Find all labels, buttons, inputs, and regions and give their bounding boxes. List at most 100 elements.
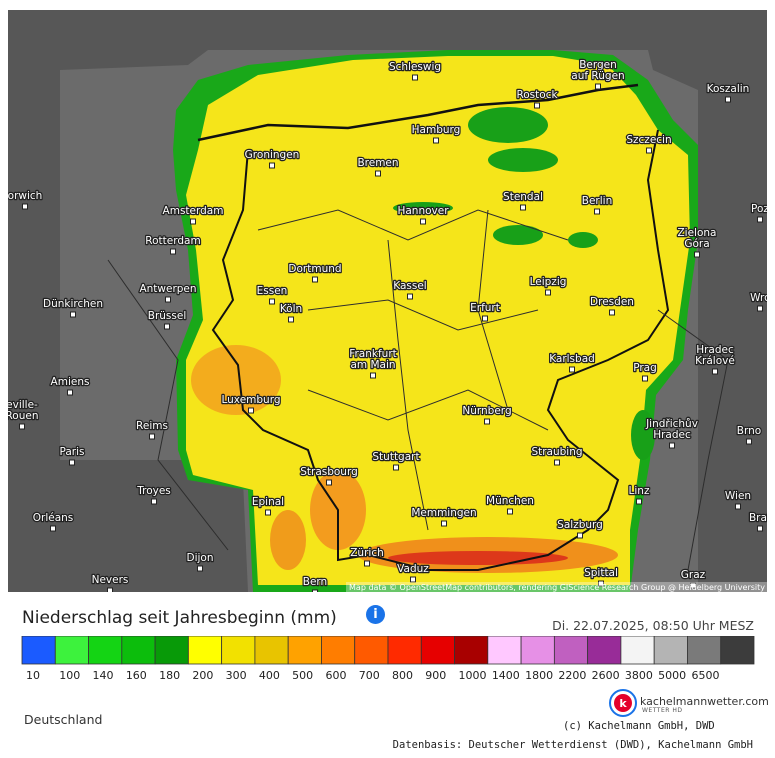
- place-label: Epinal: [252, 496, 284, 508]
- place-label: Prag: [633, 362, 657, 374]
- legend-swatch: [653, 636, 688, 665]
- place-marker: [248, 407, 254, 414]
- place-label: Dünkirchen: [43, 298, 103, 310]
- legend-label: 2600: [592, 669, 620, 682]
- place-marker: [725, 96, 731, 103]
- legend-swatch: [487, 636, 522, 665]
- place-label: Hradec: [653, 429, 691, 441]
- legend-swatch: [620, 636, 655, 665]
- place-marker: [642, 375, 648, 382]
- place-label: Brat: [749, 512, 767, 524]
- legend-label: 6500: [691, 669, 719, 682]
- place-label: Köln: [280, 303, 302, 315]
- copyright: (c) Kachelmann GmbH, DWD: [563, 720, 715, 732]
- place-label: Bergen: [579, 59, 617, 71]
- place-label: Jindřichův: [645, 418, 698, 430]
- place-marker: [190, 218, 196, 225]
- place-label: Poz: [751, 203, 767, 215]
- region-borders: [107, 209, 729, 571]
- legend-swatch: [21, 636, 56, 665]
- place-marker: [269, 162, 275, 169]
- place-label: Dresden: [590, 296, 634, 308]
- legend-swatch: [321, 636, 356, 665]
- place-marker: [520, 204, 526, 211]
- place-label: Salzburg: [557, 519, 603, 531]
- place-label: Reims: [136, 420, 168, 432]
- place-label: Luxemburg: [221, 394, 280, 406]
- place-label: Nürnberg: [462, 405, 511, 417]
- place-marker: [609, 309, 615, 316]
- logo: k: [609, 689, 637, 717]
- place-label: orwich: [8, 190, 42, 202]
- place-marker: [288, 316, 294, 323]
- legend-swatch: [88, 636, 123, 665]
- place-marker: [694, 251, 700, 258]
- place-label: Karlsbad: [549, 353, 595, 365]
- place-marker: [312, 276, 318, 283]
- place-marker: [197, 565, 203, 572]
- place-marker: [69, 459, 75, 466]
- legend-label: 160: [126, 669, 147, 682]
- place-label: Memmingen: [411, 507, 476, 519]
- place-marker: [569, 366, 575, 373]
- legend: 10 100 140 160 180 200 300 400 500 600 700 800 900 10…: [21, 636, 755, 682]
- place-label: Essen: [257, 285, 288, 297]
- place-marker: [70, 311, 76, 318]
- legend-label: 100: [59, 669, 80, 682]
- place-label: Straubing: [531, 446, 582, 458]
- place-marker: [594, 208, 600, 215]
- place-marker: [151, 498, 157, 505]
- legend-label: 1800: [525, 669, 553, 682]
- legend-label: 700: [359, 669, 380, 682]
- place-label: Amsterdam: [163, 205, 224, 217]
- radar-green-patches: [393, 107, 655, 460]
- legend-swatch: [354, 636, 389, 665]
- place-label: Troyes: [136, 485, 171, 497]
- place-marker: [577, 532, 583, 539]
- place-label: Szczecin: [626, 134, 671, 146]
- place-label: Rouen: [8, 410, 39, 422]
- place-label: Kassel: [393, 280, 426, 292]
- legend-swatch: [254, 636, 289, 665]
- legend-label: 600: [325, 669, 346, 682]
- legend-swatch: [553, 636, 589, 665]
- attribution-bg: [346, 582, 767, 592]
- place-marker: [507, 508, 513, 515]
- title: Niederschlag seit Jahresbeginn (mm): [22, 608, 337, 628]
- legend-label: 180: [159, 669, 180, 682]
- place-label: Linz: [629, 485, 650, 497]
- legend-swatch: [387, 636, 422, 665]
- legend-label: 1400: [492, 669, 520, 682]
- place-marker: [67, 389, 73, 396]
- place-label: am Main: [350, 359, 395, 371]
- legend-swatch: [420, 636, 455, 665]
- legend-label: 5000: [658, 669, 686, 682]
- place-marker: [757, 525, 763, 532]
- place-marker: [595, 83, 601, 90]
- place-marker: [545, 289, 551, 296]
- coastline: [197, 83, 639, 142]
- legend-label: 2200: [558, 669, 586, 682]
- legend-swatch: [121, 636, 156, 665]
- place-marker: [484, 418, 490, 425]
- place-marker: [370, 372, 376, 379]
- place-label: Erfurt: [470, 302, 500, 314]
- place-label: München: [486, 495, 534, 507]
- brand-sub: WETTER HD: [642, 707, 683, 714]
- place-marker: [598, 580, 604, 587]
- place-marker: [165, 296, 171, 303]
- place-marker: [312, 589, 318, 592]
- info-button[interactable]: i: [366, 605, 385, 624]
- radar-orange: [270, 510, 306, 570]
- place-label: Leipzig: [530, 276, 567, 288]
- place-marker: [170, 248, 176, 255]
- place-label: Amiens: [51, 376, 90, 388]
- date: Di. 22.07.2025, 08:50 Uhr MESZ: [552, 618, 754, 633]
- place-marker: [107, 587, 113, 592]
- place-label: Rotterdam: [145, 235, 200, 247]
- place-label: Dortmund: [288, 263, 341, 275]
- legend-swatch: [287, 636, 322, 665]
- place-label: Hamburg: [412, 124, 461, 136]
